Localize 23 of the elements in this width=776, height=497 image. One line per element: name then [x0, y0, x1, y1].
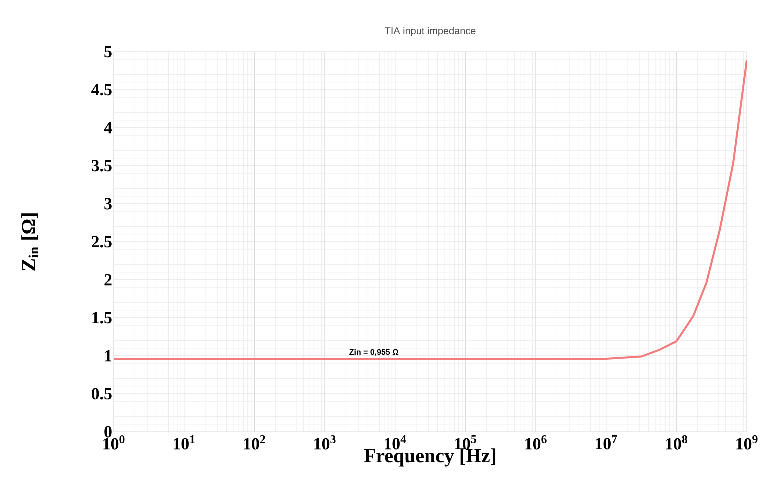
- y-tick-label: 0.5: [92, 388, 112, 400]
- y-tick-label: 3: [104, 198, 112, 210]
- y-tick-label: 4.5: [92, 84, 112, 96]
- x-tick-label: 10$^{8}$: [666, 436, 688, 450]
- x-tick-label: 10$^{1}$: [174, 436, 195, 450]
- x-axis-title: Frequency [Hz]: [364, 448, 496, 467]
- x-tick-label: 10$^{2}$: [244, 436, 266, 450]
- y-tick-label: 2: [104, 274, 112, 286]
- y-tick-label: 1.5: [92, 312, 112, 324]
- y-tick-label: 3.5: [92, 160, 112, 172]
- y-axis-title: Z$_{in}$ [Ω]: [22, 214, 38, 271]
- x-tick-label: 10$^{5}$: [455, 436, 476, 450]
- y-tick-label: 0: [104, 426, 112, 438]
- y-tick-label: 5: [104, 46, 112, 58]
- y-tick-label: 2.5: [92, 236, 112, 248]
- chart-title: TIA input impedance: [385, 27, 476, 36]
- x-tick-label: 10$^{3}$: [314, 436, 336, 450]
- y-tick-label: 4: [104, 122, 112, 134]
- x-tick-label: 10$^{9}$: [736, 436, 758, 450]
- x-tick-label: 10$^{7}$: [596, 436, 618, 450]
- y-tick-label: 1: [105, 350, 112, 362]
- x-tick-label: 10$^{4}$: [385, 436, 406, 450]
- x-tick-label: 10$^{6}$: [526, 436, 547, 450]
